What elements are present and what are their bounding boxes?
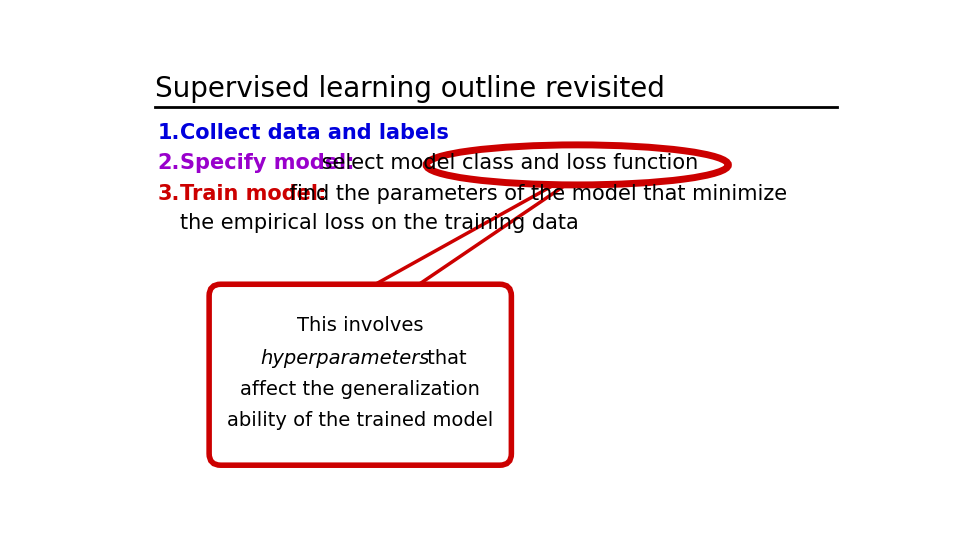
Text: 3.: 3. (157, 184, 180, 204)
Text: hyperparameters: hyperparameters (260, 349, 429, 368)
Text: ability of the trained model: ability of the trained model (228, 411, 493, 430)
Text: Supervised learning outline revisited: Supervised learning outline revisited (155, 76, 664, 104)
Text: Specify model:: Specify model: (180, 153, 355, 173)
Text: find the parameters of the model that minimize: find the parameters of the model that mi… (283, 184, 787, 204)
Text: Train model:: Train model: (180, 184, 326, 204)
Text: affect the generalization: affect the generalization (240, 380, 480, 399)
FancyBboxPatch shape (209, 284, 512, 465)
Text: Collect data and labels: Collect data and labels (180, 123, 449, 143)
Text: select model class and loss function: select model class and loss function (315, 153, 699, 173)
Text: 1.: 1. (157, 123, 180, 143)
Text: the empirical loss on the training data: the empirical loss on the training data (180, 213, 579, 233)
Text: that: that (420, 349, 467, 368)
Text: This involves: This involves (297, 315, 423, 335)
Text: 2.: 2. (157, 153, 180, 173)
